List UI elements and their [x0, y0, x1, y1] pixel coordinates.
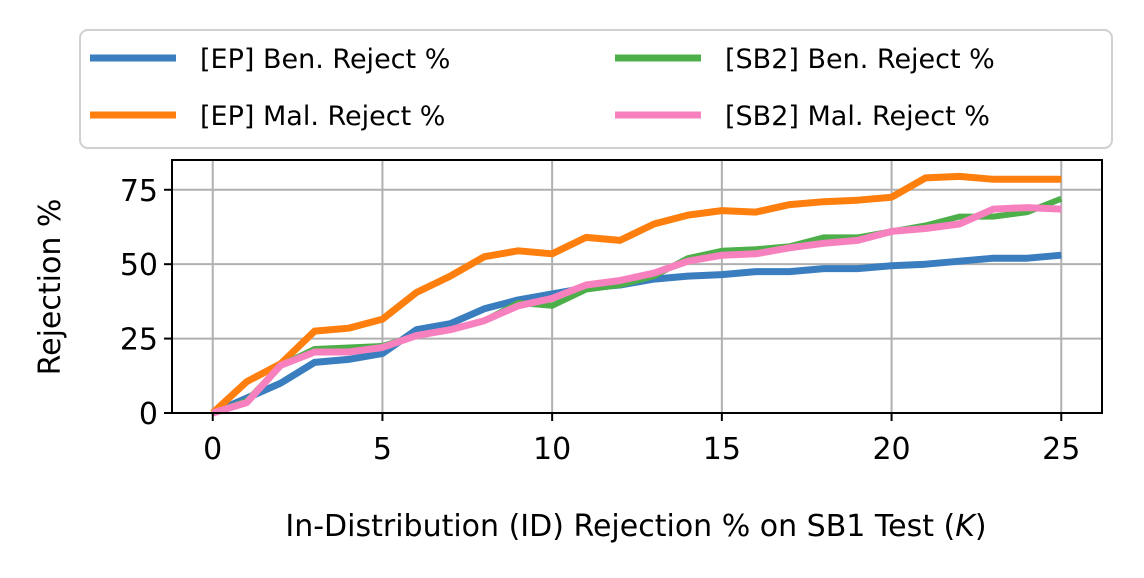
- series-line-3: [211, 204, 1062, 417]
- y-tick-label: 50: [120, 248, 158, 283]
- x-axis-label-suffix: ): [975, 509, 987, 544]
- legend-label-3: [SB2] Mal. Reject %: [725, 101, 990, 132]
- x-tick-label: 10: [533, 432, 571, 467]
- x-tick-label: 5: [373, 432, 392, 467]
- plot-area: 0 5 10 15 20 25 0 25 50 75: [120, 159, 1103, 467]
- x-axis-label-main: In-Distribution (ID) Rejection % on SB1 …: [285, 509, 955, 544]
- legend-label-1: [EP] Mal. Reject %: [200, 101, 445, 132]
- legend-box: [79, 29, 1113, 149]
- y-tick-label: 25: [120, 323, 158, 358]
- y-axis-label: Rejection %: [33, 199, 68, 376]
- x-tick-label: 25: [1042, 432, 1080, 467]
- y-tick-label: 0: [139, 397, 158, 432]
- y-tick-label: 75: [120, 174, 158, 209]
- legend-label-0: [EP] Ben. Reject %: [200, 44, 450, 75]
- x-tick-label: 0: [203, 432, 222, 467]
- x-axis-label-italic: K: [955, 509, 977, 544]
- axes-frame: [171, 159, 1103, 414]
- series-line-1: [210, 172, 1062, 416]
- x-axis-label: In-Distribution (ID) Rejection % on SB1 …: [285, 509, 986, 544]
- x-tick-label: 20: [872, 432, 910, 467]
- x-tick-label: 15: [703, 432, 741, 467]
- legend: [EP] Ben. Reject % [EP] Mal. Reject % [SB2…: [79, 29, 1113, 149]
- legend-label-2: [SB2] Ben. Reject %: [725, 44, 995, 75]
